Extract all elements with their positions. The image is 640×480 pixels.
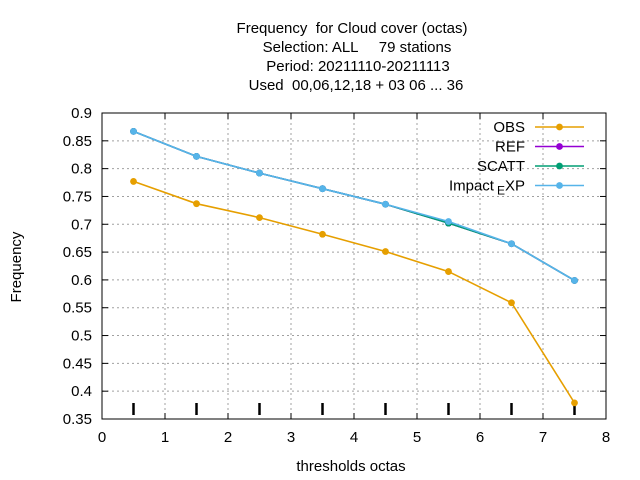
data-point — [319, 230, 326, 238]
y-tick-label: 0.75 — [63, 188, 92, 205]
y-tick-label: 0.9 — [71, 105, 92, 122]
grid-lines — [102, 113, 606, 419]
x-tick-label: 1 — [161, 429, 169, 446]
data-point — [130, 127, 137, 135]
legend-label: REF — [495, 139, 525, 156]
legend-entry: OBS — [493, 119, 584, 136]
x-tick-label: 3 — [287, 429, 295, 446]
y-tick-label: 0.55 — [63, 300, 92, 317]
x-tick-label: 5 — [413, 429, 421, 446]
series-obs — [130, 178, 578, 407]
y-axis-ticks: 0.35 0.4 0.45 0.5 0.55 0.6 0.65 0.7 0.75 0.8 0.85 0… — [63, 105, 606, 428]
data-point — [508, 299, 515, 307]
y-tick-label: 0.5 — [71, 328, 92, 345]
data-point — [193, 152, 200, 160]
x-tick-label: 0 — [98, 429, 106, 446]
legend-entry: Impact EXP — [449, 178, 584, 198]
legend-label: Impact EXP — [449, 178, 525, 198]
series-impact-exp — [130, 127, 578, 284]
legend-swatch-point — [556, 162, 563, 170]
title-line-2: Selection: ALL 79 stations — [263, 39, 452, 56]
legend-swatch-point — [556, 182, 563, 189]
legend-entry: SCATT — [477, 158, 584, 175]
data-point — [382, 248, 389, 255]
legend-entry: REF — [495, 139, 584, 156]
x-tick-label: 2 — [224, 429, 232, 446]
x-tick-label: 4 — [350, 429, 358, 446]
x-tick-label: 7 — [539, 429, 547, 446]
data-point — [256, 169, 263, 177]
y-tick-label: 0.45 — [63, 355, 92, 372]
x-tick-label: 8 — [602, 429, 610, 446]
chart-title: Frequency for Cloud cover (octas) Select… — [237, 20, 468, 94]
y-tick-label: 0.7 — [71, 216, 92, 233]
data-point — [382, 200, 389, 208]
x-tick-label: 6 — [476, 429, 484, 446]
series-line — [133, 180, 576, 404]
title-line-4: Used 00,06,12,18 + 03 06 ... 36 — [249, 77, 464, 94]
data-point — [256, 214, 263, 221]
legend-swatch-point — [556, 143, 563, 150]
y-tick-label: 0.8 — [71, 161, 92, 178]
data-point — [571, 399, 578, 407]
y-tick-label: 0.4 — [71, 383, 92, 400]
data-point — [571, 277, 578, 284]
y-tick-label: 0.35 — [63, 411, 92, 428]
legend-swatch-point — [556, 123, 563, 131]
legend-label: SCATT — [477, 158, 525, 175]
y-axis-label: Frequency — [8, 231, 25, 302]
data-point — [508, 240, 515, 248]
data-point — [130, 178, 137, 185]
title-line-3: Period: 20211110-20211113 — [266, 58, 450, 75]
y-tick-label: 0.6 — [71, 272, 92, 289]
y-tick-label: 0.65 — [63, 244, 92, 261]
plot-frame — [101, 112, 607, 420]
data-point — [319, 185, 326, 193]
series-line — [133, 130, 575, 282]
data-point — [193, 200, 200, 208]
legend: OBS REF SCATT Impact EXP — [449, 119, 584, 198]
series-group — [130, 127, 578, 407]
data-point — [445, 218, 452, 225]
data-point — [445, 268, 452, 275]
title-line-1: Frequency for Cloud cover (octas) — [237, 20, 468, 37]
x-axis-label: thresholds octas — [296, 458, 405, 475]
y-tick-label: 0.85 — [63, 133, 92, 150]
legend-label: OBS — [493, 119, 525, 136]
